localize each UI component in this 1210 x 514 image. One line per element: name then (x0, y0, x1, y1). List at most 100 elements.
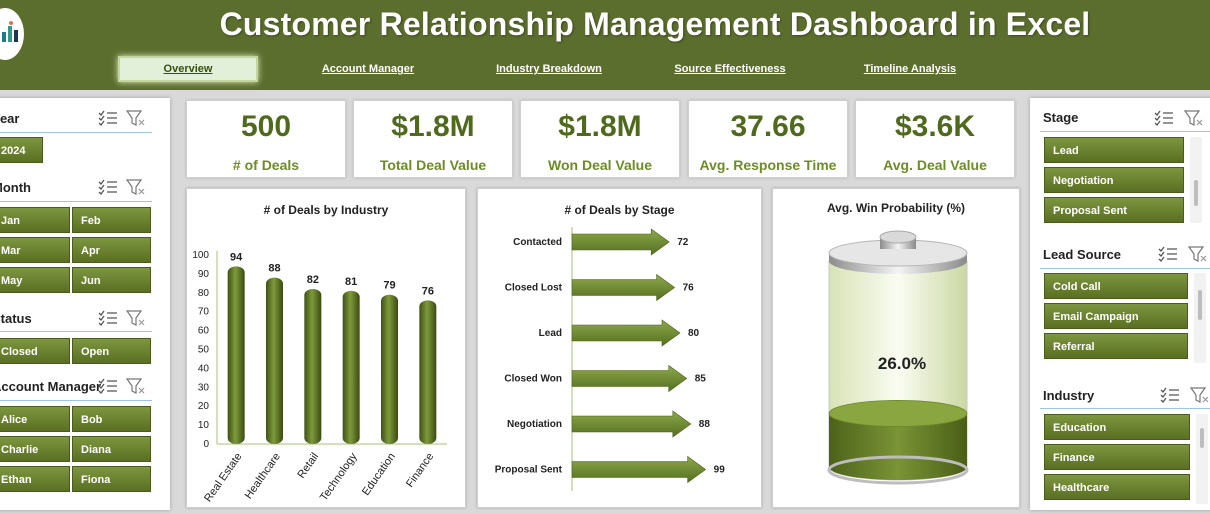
slicer-item-closed[interactable]: Closed (0, 338, 70, 364)
industry-bar-chart: 0 10 20 30 40 50 60 70 80 90 100 94 Real Estate 88 Hea… (192, 250, 447, 504)
data-label: 76 (683, 283, 695, 294)
battery-base (827, 455, 969, 485)
tab-timeline-analysis[interactable]: Timeline Analysis (863, 63, 957, 75)
scrollbar-thumb[interactable] (1200, 428, 1204, 448)
tab-industry-breakdown[interactable]: Industry Breakdown (496, 63, 602, 75)
tab-bar: Overview Account Manager Industry Breakd… (0, 56, 1210, 82)
multi-select-icon[interactable] (98, 178, 118, 196)
clear-filter-icon[interactable] (1184, 109, 1204, 127)
slicer-item-email-campaign[interactable]: Email Campaign (1044, 303, 1188, 329)
data-label: 80 (688, 328, 700, 339)
slicer-item-jun[interactable]: Jun (72, 267, 151, 293)
y-tick-label: Negotiation (507, 419, 562, 430)
slicer-divider (0, 400, 152, 401)
slicer-item-alice[interactable]: Alice (0, 406, 70, 432)
clear-filter-icon[interactable] (126, 309, 146, 327)
multi-select-icon[interactable] (1154, 109, 1174, 127)
slicer-item-fiona[interactable]: Fiona (72, 466, 151, 492)
slicer-item-open[interactable]: Open (72, 338, 151, 364)
clear-filter-icon[interactable] (126, 178, 146, 196)
data-label: 99 (714, 465, 726, 476)
multi-select-icon[interactable] (1160, 386, 1180, 404)
slicer-item-may[interactable]: May (0, 267, 70, 293)
chart-deals-by-stage: # of Deals by Stage Contacted 72 Closed Lo… (477, 188, 762, 508)
slicer-item-diana[interactable]: Diana (72, 436, 151, 462)
y-tick-label: 80 (198, 288, 210, 299)
slicer-title-month: Month (0, 180, 31, 195)
x-tick-label: Technology (318, 450, 360, 503)
y-tick-label: 100 (192, 250, 209, 261)
y-tick-label: Closed Lost (505, 283, 563, 294)
battery-fill-top (828, 400, 968, 427)
slicer-item-negotiation[interactable]: Negotiation (1044, 167, 1184, 193)
slicer-divider (1040, 131, 1210, 132)
bar (266, 277, 283, 444)
slicer-item-charlie[interactable]: Charlie (0, 436, 70, 462)
scrollbar-thumb[interactable] (1198, 290, 1202, 320)
data-label: 85 (695, 374, 707, 385)
data-label: 72 (677, 237, 689, 248)
x-tick-label: Real Estate (202, 451, 244, 504)
slicer-item-bob[interactable]: Bob (72, 406, 151, 432)
chart-title: Avg. Win Probability (%) (826, 201, 966, 215)
data-label: 81 (345, 276, 357, 288)
slicer-item-jan[interactable]: Jan (0, 207, 70, 233)
slicer-item-education[interactable]: Education (1044, 414, 1190, 440)
clear-filter-icon[interactable] (126, 109, 146, 127)
slicer-scrollbar[interactable] (1196, 414, 1208, 504)
slicer-item-lead[interactable]: Lead (1044, 137, 1184, 163)
multi-select-icon[interactable] (1158, 245, 1178, 263)
arrow-bar (571, 364, 688, 393)
clear-filter-icon[interactable] (1190, 386, 1210, 404)
y-tick-label: Lead (539, 328, 562, 339)
y-tick-label: Contacted (513, 237, 562, 248)
kpi-label: Total Deal Value (379, 157, 487, 173)
multi-select-icon[interactable] (98, 377, 118, 395)
kpi-label: # of Deals (232, 157, 300, 173)
slicer-icons (1158, 245, 1210, 263)
slicer-icons (1154, 109, 1206, 127)
right-slicer-panel: Stage Lead Negotiation Proposal Sent Lea… (1030, 98, 1210, 510)
slicer-item-2024[interactable]: 2024 (0, 137, 43, 163)
scrollbar-thumb[interactable] (1194, 180, 1198, 206)
slicer-title-lead-source: Lead Source (1043, 247, 1122, 262)
y-tick-label: 30 (198, 382, 210, 393)
slicer-item-proposal-sent[interactable]: Proposal Sent (1044, 197, 1184, 223)
slicer-item-feb[interactable]: Feb (72, 207, 151, 233)
y-tick-label: Proposal Sent (495, 465, 563, 476)
kpi-card-deals: 500 # of Deals (186, 100, 346, 178)
slicer-item-referral[interactable]: Referral (1044, 333, 1188, 359)
chart-logo-icon (2, 21, 18, 42)
clear-filter-icon[interactable] (1188, 245, 1208, 263)
slicer-icons (98, 109, 150, 127)
slicer-item-healthcare[interactable]: Healthcare (1044, 474, 1190, 500)
kpi-value: $1.8M (391, 110, 475, 143)
slicer-item-ethan[interactable]: Ethan (0, 466, 70, 492)
slicer-item-cold-call[interactable]: Cold Call (1044, 273, 1188, 299)
multi-select-icon[interactable] (98, 309, 118, 327)
tab-source-effectiveness[interactable]: Source Effectiveness (674, 63, 786, 75)
arrow-bar (571, 410, 692, 438)
slicer-item-mar[interactable]: Mar (0, 237, 70, 263)
arrow-bar (571, 273, 676, 302)
bar (381, 294, 398, 444)
bar (342, 290, 360, 444)
bar (227, 266, 245, 444)
y-tick-label: 90 (198, 269, 210, 280)
slicer-title-year: Year (0, 111, 20, 126)
kpi-value: 500 (240, 110, 292, 143)
slicer-item-finance[interactable]: Finance (1044, 444, 1190, 470)
tab-account-manager[interactable]: Account Manager (321, 63, 415, 75)
slicer-icons (98, 309, 150, 327)
multi-select-icon[interactable] (98, 109, 118, 127)
kpi-value: $3.6K (894, 110, 976, 143)
clear-filter-icon[interactable] (126, 377, 146, 395)
tab-overview[interactable]: Overview (118, 56, 258, 82)
slicer-item-apr[interactable]: Apr (72, 237, 151, 263)
kpi-card-avg-deal-value: $3.6K Avg. Deal Value (855, 100, 1015, 178)
kpi-value: 37.66 (730, 110, 806, 143)
dashboard-title: Customer Relationship Management Dashboa… (219, 6, 1091, 42)
slicer-divider (1040, 408, 1210, 409)
y-tick-label: 10 (198, 420, 210, 431)
slicer-divider (0, 132, 152, 133)
